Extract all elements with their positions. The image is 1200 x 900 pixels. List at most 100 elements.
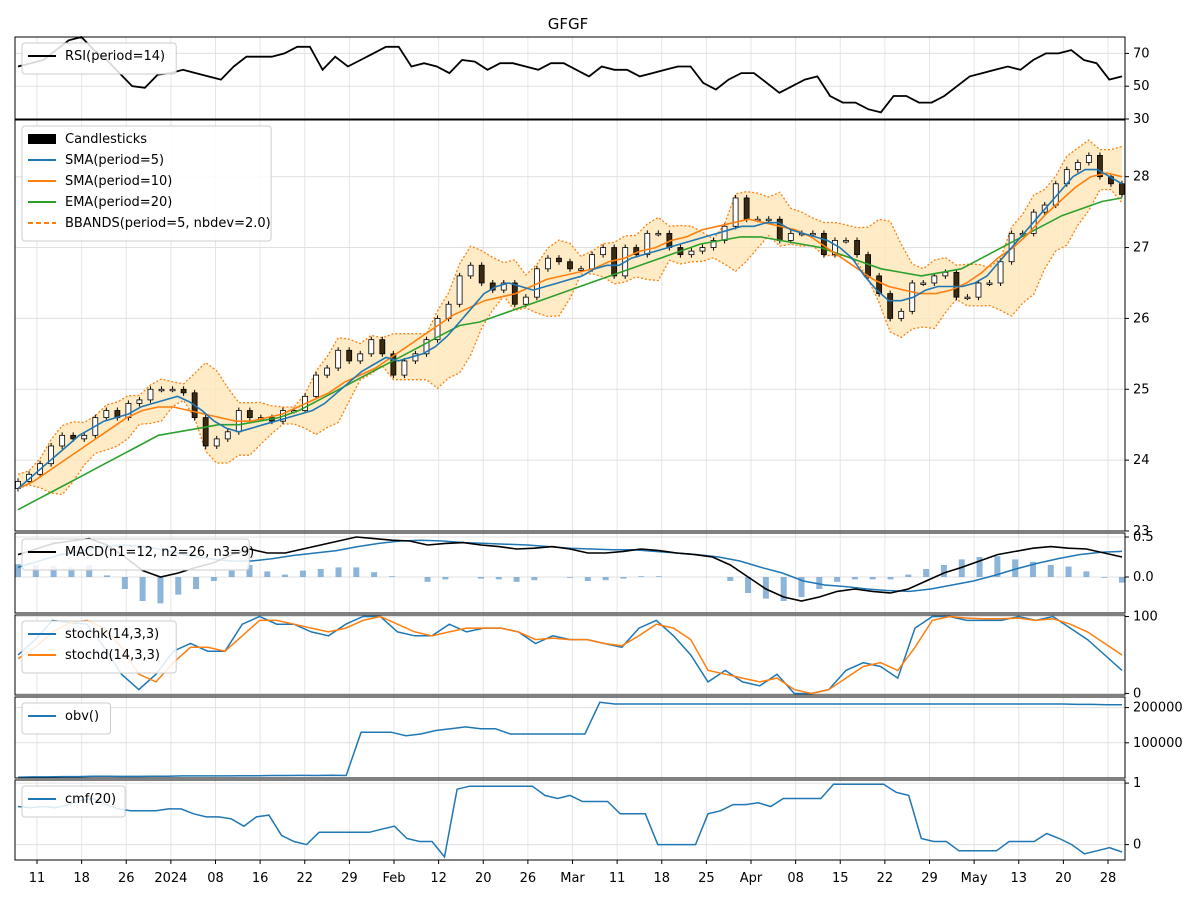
candlestick bbox=[787, 232, 794, 241]
macd-y-tick-label: 0.5 bbox=[1133, 530, 1154, 545]
candlestick bbox=[644, 232, 651, 256]
x-tick-label: 11 bbox=[29, 871, 46, 886]
obv-legend: obv() bbox=[21, 702, 111, 735]
candlestick bbox=[732, 197, 739, 227]
price-y-tick-label: 28 bbox=[1133, 170, 1150, 185]
stoch-legend-label: stochd(14,3,3) bbox=[65, 648, 160, 663]
candlestick bbox=[213, 438, 220, 447]
candlestick bbox=[1085, 155, 1092, 163]
x-tick-label: 11 bbox=[609, 871, 626, 886]
candlestick bbox=[898, 310, 905, 319]
x-tick-label: 22 bbox=[877, 871, 894, 886]
x-tick-label: 26 bbox=[118, 871, 135, 886]
price-y-tick-label: 27 bbox=[1133, 241, 1150, 256]
price-y-tick-label: 25 bbox=[1133, 382, 1150, 397]
x-tick-label: Mar bbox=[560, 871, 585, 886]
candlestick bbox=[578, 268, 584, 271]
candlestick bbox=[887, 293, 894, 319]
candlestick bbox=[500, 282, 507, 291]
macd-histogram-bar bbox=[656, 576, 663, 577]
x-tick-label: 18 bbox=[653, 871, 670, 886]
candlestick bbox=[688, 250, 695, 256]
rsi-legend-box bbox=[21, 42, 177, 75]
macd-histogram-bar bbox=[745, 577, 752, 593]
rsi-line bbox=[17, 35, 1123, 114]
candlestick bbox=[401, 360, 408, 376]
macd-histogram-bar bbox=[994, 556, 1001, 577]
macd-histogram-bar bbox=[282, 574, 289, 577]
x-tick-label: 18 bbox=[73, 871, 90, 886]
candlestick bbox=[1119, 183, 1125, 195]
x-tick-label: 2024 bbox=[154, 871, 187, 886]
rsi-legend-label: RSI(period=14) bbox=[65, 49, 165, 64]
candlestick bbox=[843, 240, 849, 243]
x-tick-label: 20 bbox=[1055, 871, 1072, 886]
macd-y-tick-label: 0.0 bbox=[1133, 570, 1154, 585]
macd-histogram-bar bbox=[246, 565, 253, 577]
x-axis-tick-labels: 11 18 26 2024 08 16 22 29 Feb 12 20 26 Mar 11 18 25 Apr 0… bbox=[29, 860, 1116, 886]
macd-histogram-bar bbox=[513, 577, 520, 582]
candlestick bbox=[180, 388, 187, 394]
macd-histogram-bar bbox=[157, 577, 164, 604]
candlestick bbox=[876, 275, 883, 295]
macd-histogram-bar bbox=[139, 577, 146, 601]
candlestick bbox=[467, 264, 474, 277]
candlestick bbox=[202, 417, 209, 447]
x-tick-label: 08 bbox=[787, 871, 804, 886]
macd-histogram-bar bbox=[86, 565, 93, 577]
macd-histogram-bar bbox=[1119, 577, 1125, 583]
macd-histogram-bar bbox=[834, 577, 841, 582]
candlestick bbox=[522, 296, 529, 305]
candlestick bbox=[368, 339, 375, 355]
candlestick bbox=[589, 254, 595, 270]
candlestick bbox=[942, 271, 949, 277]
macd-histogram-bar bbox=[638, 576, 645, 577]
x-tick-label: 26 bbox=[520, 871, 537, 886]
candlestick bbox=[832, 240, 838, 256]
stoch-legend: stochk(14,3,3) stochd(14,3,3) bbox=[21, 620, 177, 674]
candlestick bbox=[710, 240, 717, 248]
macd-histogram-bar bbox=[495, 577, 502, 580]
cmf-y-tick-label: 1 bbox=[1133, 776, 1141, 791]
candlestick bbox=[975, 282, 982, 298]
cmf-panel-frame bbox=[14, 779, 1126, 861]
price-legend-label: EMA(period=20) bbox=[65, 195, 172, 210]
sma5-line bbox=[17, 168, 1123, 490]
candlestick bbox=[600, 247, 607, 256]
price-legend-box bbox=[21, 125, 272, 242]
obv-y-tick-label: 200000 bbox=[1133, 701, 1183, 716]
obv-line bbox=[17, 701, 1122, 779]
macd-legend: MACD(n1=12, n2=26, n3=9) bbox=[21, 538, 254, 571]
x-tick-label: 22 bbox=[296, 871, 313, 886]
macd-histogram-bar bbox=[371, 572, 378, 577]
macd-histogram-bar bbox=[317, 569, 324, 577]
x-tick-label: Feb bbox=[382, 871, 405, 886]
macd-histogram-bar bbox=[1029, 561, 1036, 577]
candlestick bbox=[556, 257, 562, 263]
candlestick bbox=[964, 296, 971, 300]
candlestick bbox=[931, 275, 938, 284]
macd-histogram-bar bbox=[210, 577, 217, 581]
obv-legend-label: obv() bbox=[65, 709, 99, 724]
stoch-panel-frame bbox=[14, 614, 1126, 696]
macd-histogram-bar bbox=[228, 570, 235, 577]
macd-histogram-bar bbox=[353, 567, 360, 577]
candlestick bbox=[699, 247, 706, 252]
price-y-tick-label: 24 bbox=[1133, 453, 1150, 468]
stoch-legend-label: stochk(14,3,3) bbox=[65, 627, 159, 642]
candlestick bbox=[765, 218, 772, 222]
macd-histogram-bar bbox=[424, 577, 431, 582]
macd-histogram-bar bbox=[15, 564, 21, 577]
macd-histogram-bar bbox=[762, 577, 769, 599]
macd-histogram-bar bbox=[388, 576, 395, 577]
bollinger-band-fill bbox=[18, 140, 1122, 495]
rsi-y-tick-label: 50 bbox=[1133, 79, 1150, 94]
macd-panel-frame bbox=[14, 532, 1126, 614]
macd-histogram-bar bbox=[531, 577, 538, 581]
candlestick bbox=[743, 197, 750, 220]
candlestick bbox=[81, 434, 88, 440]
x-tick-label: 16 bbox=[252, 871, 269, 886]
cmf-legend-box bbox=[21, 785, 126, 818]
price-legend-label: BBANDS(period=5, nbdev=2.0) bbox=[65, 216, 271, 231]
